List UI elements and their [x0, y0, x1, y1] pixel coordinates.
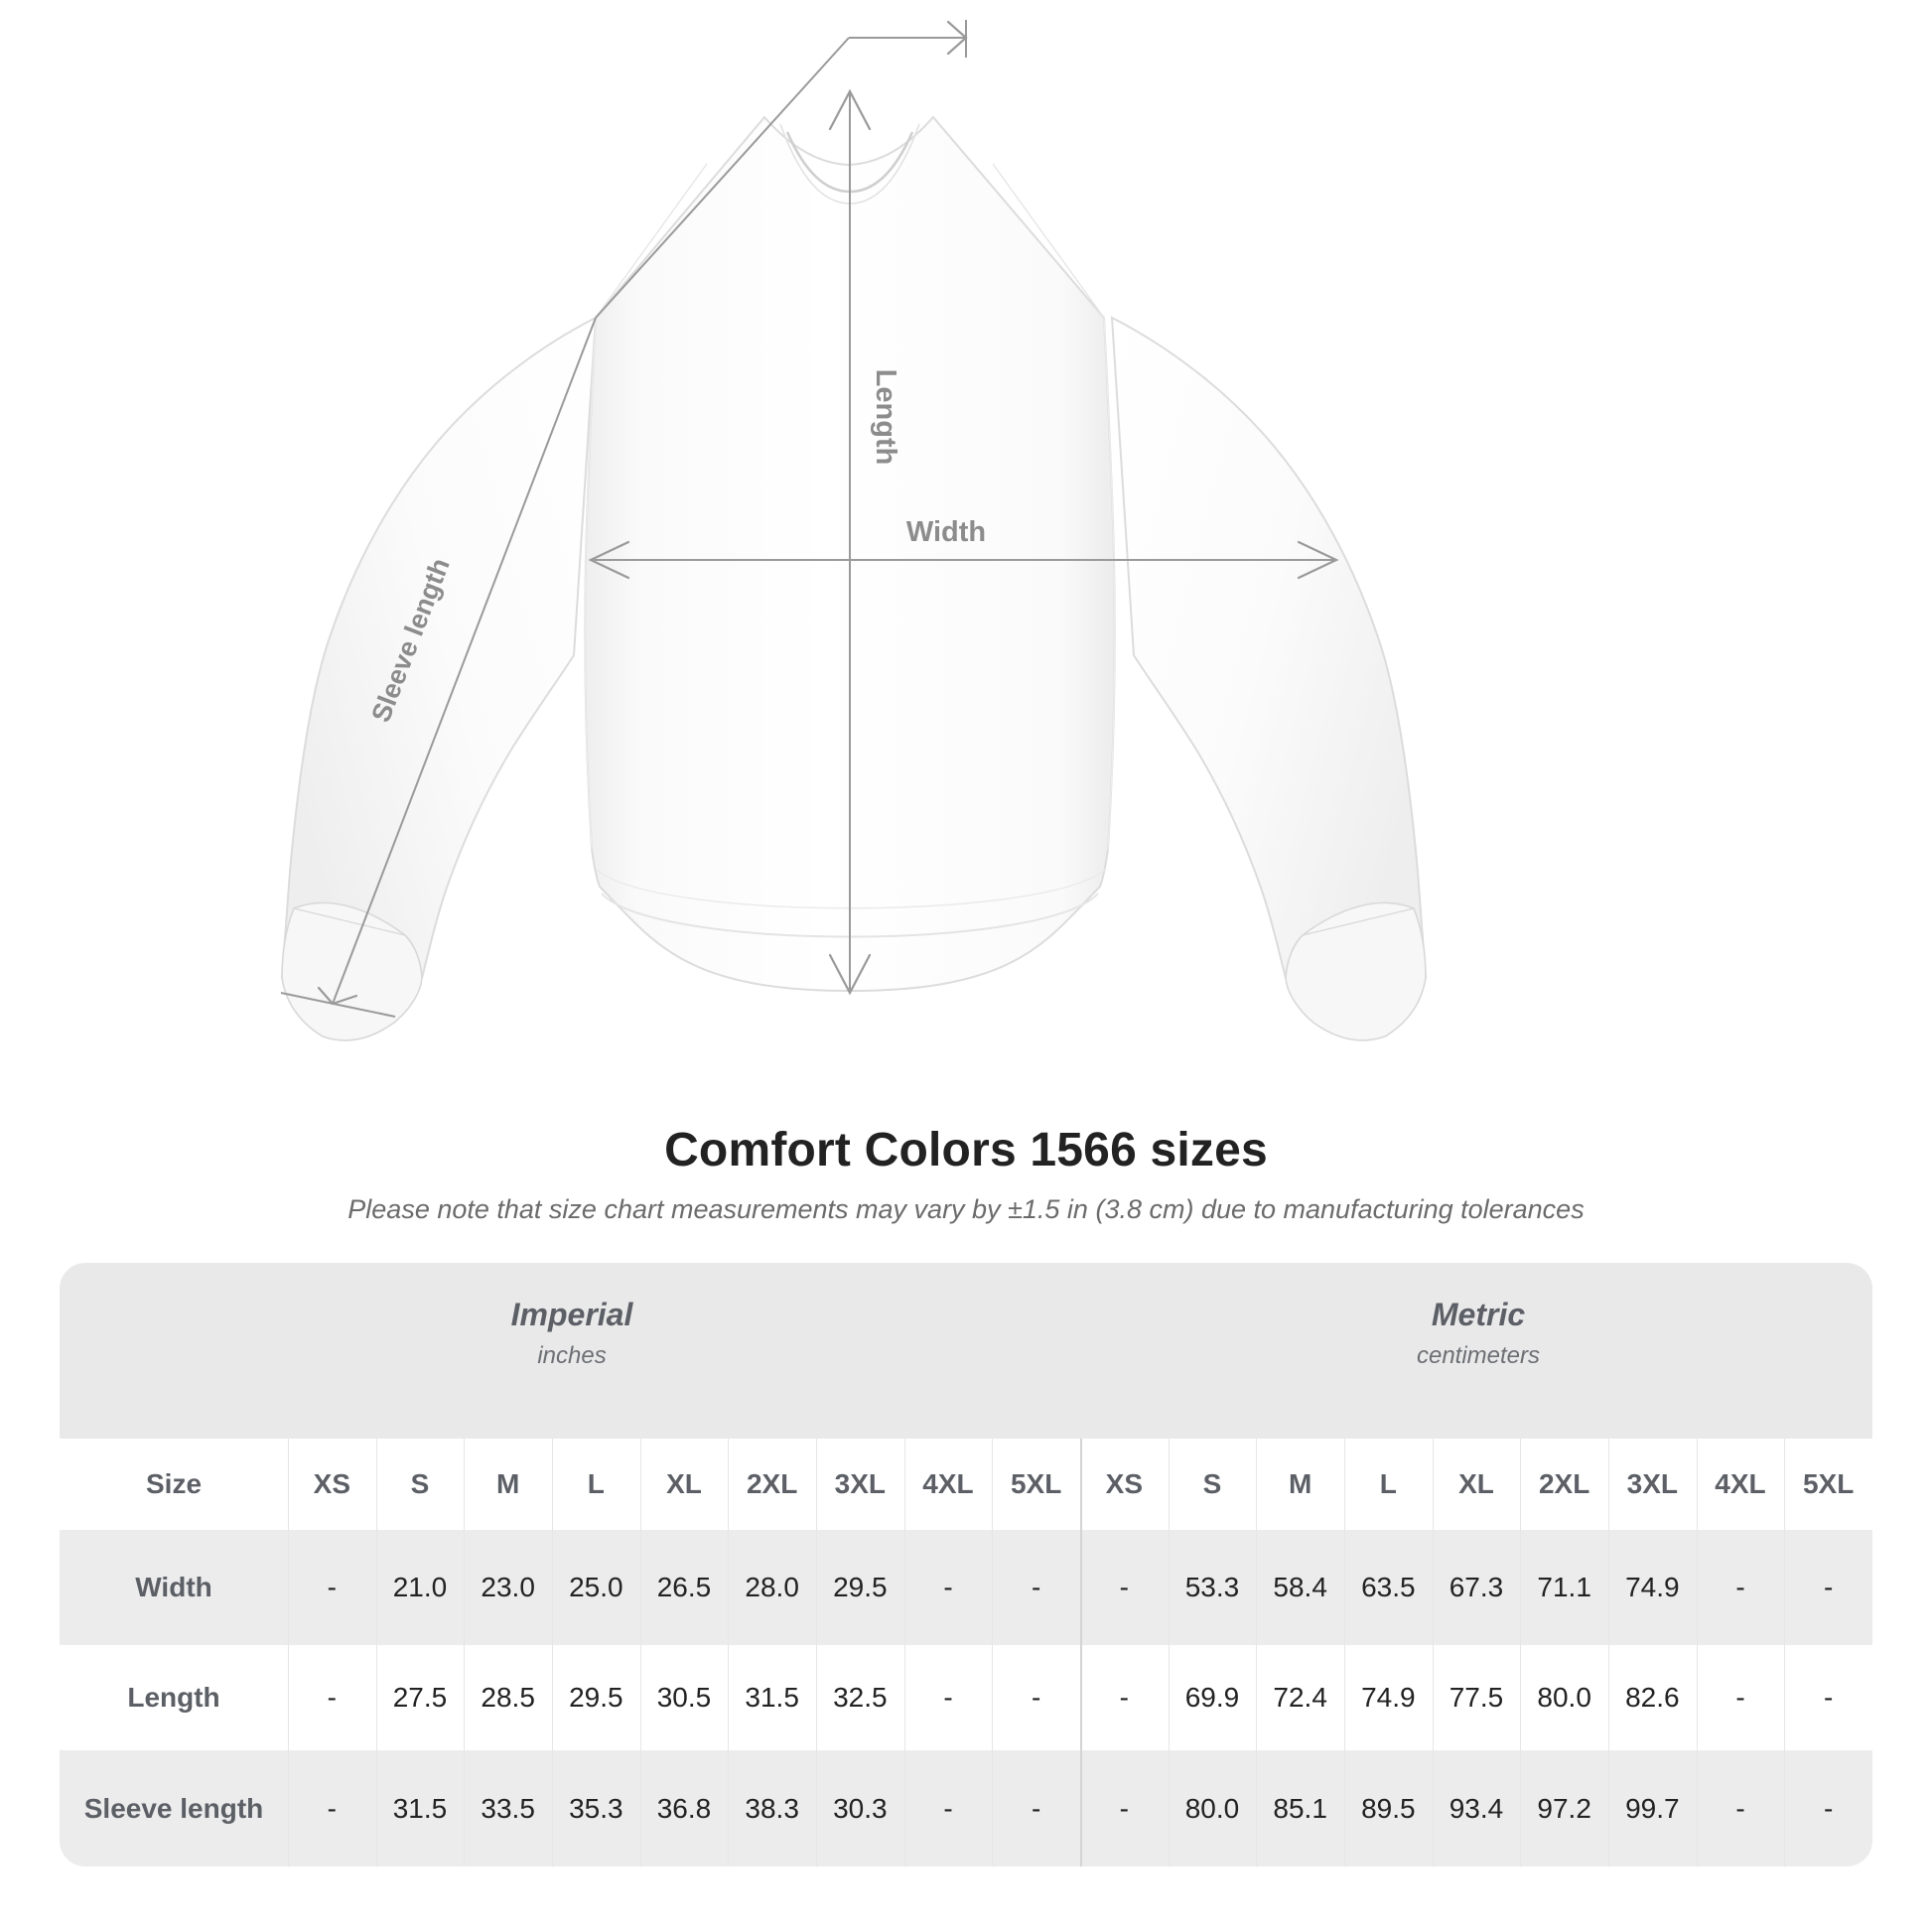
svg-text:Length: Length	[870, 369, 901, 466]
svg-text:Width: Width	[906, 516, 986, 548]
